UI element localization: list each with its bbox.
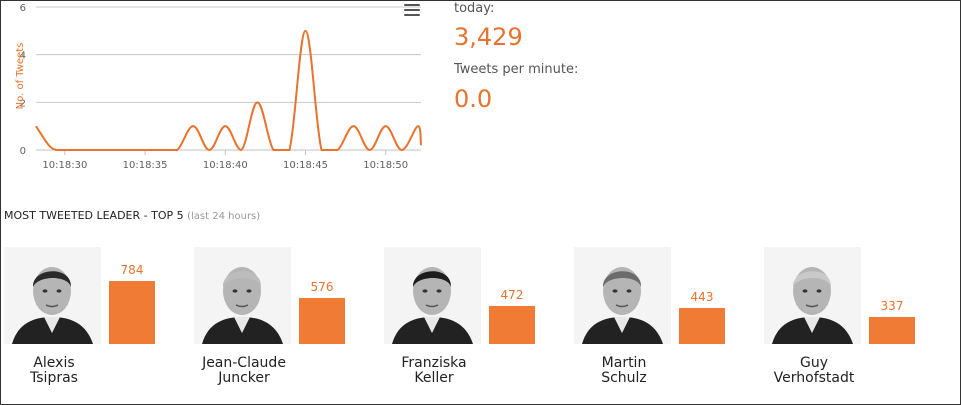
leader-last-name: Keller <box>414 370 454 386</box>
hamburger-menu-icon[interactable] <box>404 4 420 18</box>
tweets-per-minute-value: 0.0 <box>454 85 493 113</box>
y-axis-ticks: 0 2 4 6 <box>20 3 26 157</box>
section-title-text: MOST TWEETED LEADER - TOP 5 <box>4 209 184 222</box>
leader-first-name: Guy <box>799 355 828 371</box>
leader-bar-value: 576 <box>310 280 334 294</box>
y-tick-label: 4 <box>20 51 26 62</box>
leader-bar <box>869 317 915 344</box>
y-tick-label: 2 <box>20 98 26 109</box>
leader-bar-value: 337 <box>880 299 904 313</box>
x-tick-label: 10:18:45 <box>283 160 328 171</box>
leader-bar <box>679 308 725 344</box>
leader-name: Martin Schulz <box>574 356 674 386</box>
x-tick-label: 10:18:30 <box>42 160 87 171</box>
portrait-icon <box>764 247 861 344</box>
leader-last-name: Verhofstadt <box>773 370 855 386</box>
section-title-note: (last 24 hours) <box>187 211 261 222</box>
y-tick-label: 0 <box>20 146 26 157</box>
today-value: 3,429 <box>454 23 523 51</box>
leader-first-name: Franziska <box>401 355 467 371</box>
leader-first-name: Jean-Claude <box>202 355 286 371</box>
leader-bar <box>299 298 345 344</box>
leader-bar-value: 784 <box>120 263 144 277</box>
leader-last-name: Juncker <box>218 370 270 386</box>
x-tick-label: 10:18:35 <box>123 160 168 171</box>
leader-name: Franziska Keller <box>384 356 484 386</box>
leader-name: Alexis Tsipras <box>4 356 104 386</box>
leader-last-name: Schulz <box>601 370 647 386</box>
section-title: MOST TWEETED LEADER - TOP 5 (last 24 hou… <box>4 209 260 222</box>
portrait-icon <box>4 247 101 344</box>
tweets-series-line <box>35 29 422 152</box>
leader-name: Jean-Claude Juncker <box>194 356 294 386</box>
leader-bar <box>489 306 535 344</box>
leader-photo <box>194 247 291 344</box>
leader-photo <box>764 247 861 344</box>
leader-first-name: Martin <box>601 355 647 371</box>
leader-bar <box>109 281 155 344</box>
y-axis-title: No. of Tweets <box>15 43 26 110</box>
leader-bar-value: 443 <box>690 290 714 304</box>
x-tick-label: 10:18:40 <box>203 160 248 171</box>
leader-first-name: Alexis <box>33 355 75 371</box>
portrait-icon <box>384 247 481 344</box>
leader-photo <box>384 247 481 344</box>
leader-name: Guy Verhofstadt <box>764 356 864 386</box>
x-tick-label: 10:18:50 <box>363 160 408 171</box>
chart-series <box>35 29 422 152</box>
today-label: today: <box>454 1 495 16</box>
tweets-per-minute-label: Tweets per minute: <box>454 62 579 77</box>
chart-grid <box>36 6 421 151</box>
leader-last-name: Tsipras <box>30 370 78 386</box>
leader-photo <box>574 247 671 344</box>
leader-photo <box>4 247 101 344</box>
portrait-icon <box>574 247 671 344</box>
tweets-line-chart: 0 2 4 6 10:18:30 10:18:35 10:18:40 10:18:45 10:… <box>15 3 422 171</box>
portrait-icon <box>194 247 291 344</box>
leader-bar-value: 472 <box>500 288 524 302</box>
y-tick-label: 6 <box>20 3 26 14</box>
